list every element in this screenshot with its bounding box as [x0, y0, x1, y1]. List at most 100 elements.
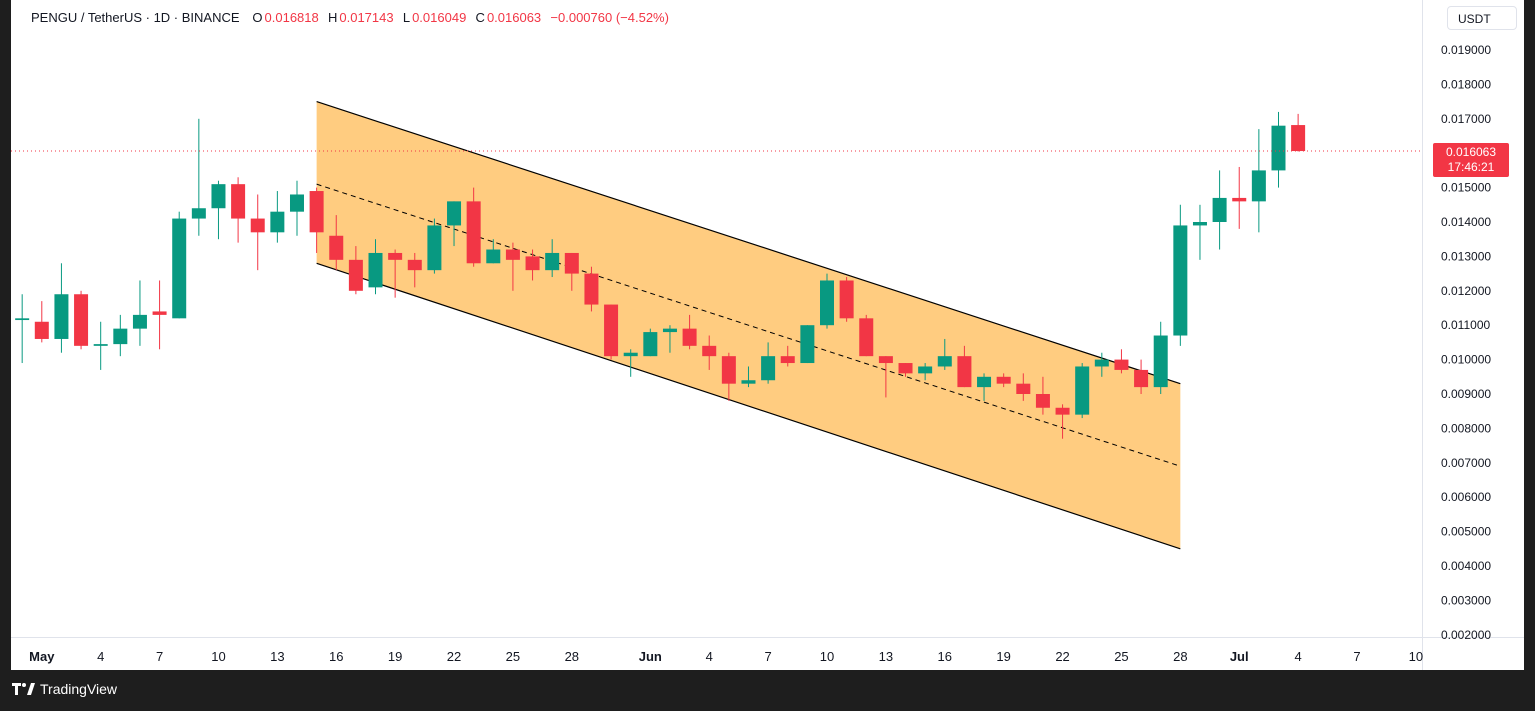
candle-body: [348, 259, 363, 291]
y-tick-label: 0.012000: [1441, 284, 1491, 298]
x-tick-label: Jul: [1230, 649, 1249, 664]
high-value: 0.017143: [339, 10, 394, 25]
y-tick-label: 0.007000: [1441, 456, 1491, 470]
close-value: 0.016063: [486, 10, 542, 25]
y-tick-label: 0.017000: [1441, 112, 1491, 126]
x-tick-label: 10: [1409, 649, 1423, 664]
candle: [564, 252, 579, 291]
y-tick-label: 0.010000: [1441, 353, 1491, 367]
candle-body: [662, 328, 677, 333]
y-tick-label: 0.004000: [1441, 559, 1491, 573]
candle-body: [231, 184, 246, 219]
y-tick-label: 0.005000: [1441, 525, 1491, 539]
candle: [918, 363, 933, 381]
candle-body: [113, 328, 128, 345]
candle-body: [1114, 359, 1129, 370]
candle-body: [1153, 335, 1168, 388]
candle-body: [191, 208, 206, 219]
candle-body: [132, 314, 147, 329]
candle: [466, 187, 481, 267]
channel-lower-line: [316, 262, 1181, 550]
candle: [761, 342, 776, 384]
candle: [878, 356, 893, 398]
candle-body: [721, 356, 736, 384]
candle-body: [270, 211, 285, 233]
candle: [545, 239, 560, 278]
candle-body: [996, 376, 1011, 384]
candle: [1134, 359, 1149, 394]
candle: [368, 239, 383, 295]
candle-body: [1173, 225, 1188, 336]
candle: [74, 290, 89, 350]
candle: [721, 352, 736, 401]
open-label: O: [252, 10, 263, 25]
candle: [191, 118, 206, 236]
candle: [937, 338, 952, 370]
tradingview-logo-icon[interactable]: [12, 682, 36, 696]
candle-body: [545, 252, 560, 271]
candle-body: [15, 318, 30, 321]
x-tick-label: Jun: [639, 649, 662, 664]
candle-body: [250, 218, 265, 233]
x-tick-label: 7: [764, 649, 771, 664]
symbol-title[interactable]: PENGU / TetherUS · 1D · BINANCE: [31, 10, 240, 25]
candle-body: [505, 249, 520, 260]
candle: [505, 242, 520, 291]
candle-body: [368, 252, 383, 288]
candle: [839, 277, 854, 322]
candle: [1291, 113, 1306, 152]
candle-body: [761, 356, 776, 381]
y-tick-label: 0.002000: [1441, 628, 1491, 642]
candle-body: [466, 201, 481, 264]
x-tick-label: 19: [388, 649, 402, 664]
candle: [525, 249, 540, 281]
candle: [1094, 352, 1109, 377]
candle: [662, 325, 677, 353]
candle: [859, 314, 874, 357]
candle-body: [1232, 197, 1247, 202]
y-tick-label: 0.014000: [1441, 215, 1491, 229]
last-price-box: [1433, 143, 1509, 178]
candle: [113, 314, 128, 357]
candle: [348, 246, 363, 295]
y-tick-label: 0.006000: [1441, 490, 1491, 504]
candle: [604, 304, 619, 360]
candle-body: [1192, 222, 1207, 226]
candle: [388, 249, 403, 298]
x-tick-label: 25: [506, 649, 520, 664]
candle: [211, 180, 226, 240]
x-tick-label: May: [29, 649, 55, 664]
y-tick-label: 0.013000: [1441, 249, 1491, 263]
candle-body: [211, 184, 226, 209]
candle-body: [427, 225, 442, 271]
candle: [623, 349, 638, 377]
low-value: 0.016049: [412, 10, 467, 25]
x-tick-label: 10: [820, 649, 834, 664]
symbol-header: PENGU / TetherUS · 1D · BINANCE O 0.01681…: [31, 10, 671, 25]
candle-body: [741, 380, 756, 384]
channel-mid-line: [316, 183, 1181, 467]
candle: [1212, 170, 1227, 250]
candle-body: [34, 321, 49, 339]
candle-body: [1055, 407, 1070, 415]
x-tick-label: 16: [329, 649, 343, 664]
candle-body: [820, 280, 834, 326]
candle-body: [407, 259, 422, 271]
candle-body: [604, 304, 619, 357]
candle-body: [93, 344, 108, 346]
candle: [54, 263, 69, 353]
candle: [93, 321, 108, 370]
candle-body: [918, 366, 933, 374]
chart-panel[interactable]: 0.002000 0.003000 0.004000 0.005000 0.006000…: [11, 0, 1524, 670]
candle: [270, 191, 285, 243]
axes: 0.002000 0.003000 0.004000 0.005000 0.006000…: [11, 0, 1524, 670]
candle-body: [898, 363, 913, 374]
currency-button[interactable]: USDT: [1447, 6, 1517, 30]
candle: [702, 335, 717, 370]
candle-body: [1291, 125, 1306, 152]
y-tick-label: 0.015000: [1441, 181, 1491, 195]
candle: [1271, 111, 1286, 188]
candlestick-chart[interactable]: 0.002000 0.003000 0.004000 0.005000 0.006000…: [11, 0, 1524, 670]
x-tick-label: 13: [270, 649, 284, 664]
